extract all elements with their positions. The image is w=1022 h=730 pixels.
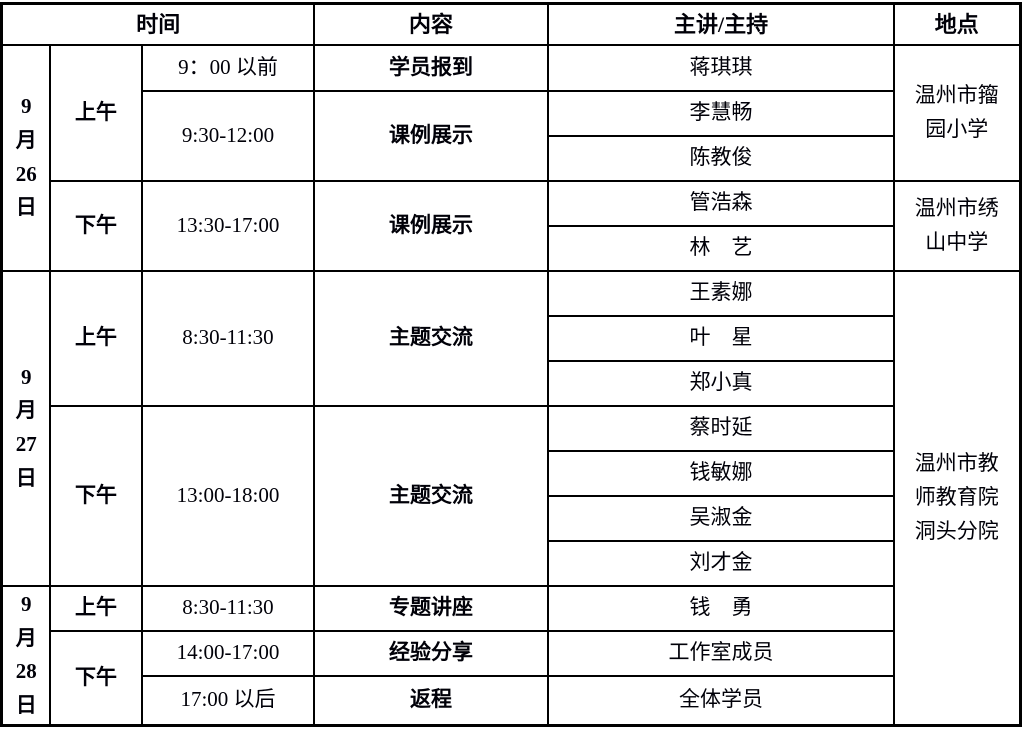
- table-row: 下午 13:30-17:00 课例展示 管浩森 温州市绣 山中学: [2, 179, 1022, 272]
- content-cell: 主题交流: [313, 404, 550, 587]
- period-cell: 下午: [48, 404, 143, 587]
- speaker-cell: 叶 星: [547, 314, 896, 362]
- table-row: 下午 13:00-18:00 主题交流 蔡时延: [2, 404, 1020, 587]
- date-cell: 9 月 28 日: [0, 584, 51, 727]
- table-row: 陈教俊: [2, 134, 1020, 182]
- table-row: 林 艺: [2, 224, 1020, 272]
- speaker-cell: 吴淑金: [547, 494, 896, 542]
- speaker-cell: 蒋琪琪: [547, 43, 896, 92]
- period-cell: 上午: [48, 584, 143, 632]
- table-row: 叶 星: [2, 314, 1020, 362]
- header-speaker: 主讲/主持: [547, 2, 896, 46]
- table-row: 郑小真: [2, 359, 1020, 407]
- content-cell: 专题讲座: [313, 584, 550, 632]
- time-cell: 9:30-12:00: [140, 89, 316, 182]
- period-cell: 上午: [48, 43, 143, 182]
- speaker-cell: 管浩森: [547, 179, 896, 227]
- table-row: 9 月 28 日 上午 8:30-11:30 专题讲座 钱 勇: [0, 584, 1020, 727]
- time-cell: 17:00 以后: [140, 674, 316, 727]
- header-content: 内容: [313, 2, 550, 46]
- time-cell: 13:30-17:00: [140, 179, 316, 272]
- speaker-cell: 工作室成员: [547, 629, 896, 677]
- speaker-cell: 刘才金: [547, 539, 896, 587]
- speaker-cell: 蔡时延: [547, 404, 896, 452]
- time-cell: 8:30-11:30: [140, 584, 316, 632]
- table-row: 下午 14:00-17:00 经验分享 工作室成员: [2, 629, 1020, 727]
- table-row: 钱敏娜: [2, 449, 1020, 497]
- location-cell: 温州市籀 园小学: [893, 43, 1022, 182]
- table-row: 刘才金: [2, 539, 1020, 587]
- table-row: 9:30-12:00 课例展示 李慧畅: [2, 89, 1020, 182]
- table-row: 9 月 26 日 上午 9：00 以前 学员报到 蒋琪琪 温州市籀 园小学: [0, 43, 1022, 272]
- speaker-cell: 李慧畅: [547, 89, 896, 137]
- speaker-cell: 陈教俊: [547, 134, 896, 182]
- time-cell: 8:30-11:30: [140, 269, 316, 407]
- speaker-cell: 林 艺: [547, 224, 896, 272]
- period-cell: 下午: [48, 179, 143, 272]
- speaker-cell: 王素娜: [547, 269, 896, 317]
- time-cell: 9：00 以前: [140, 43, 316, 92]
- speaker-cell: 郑小真: [547, 359, 896, 407]
- period-cell: 下午: [48, 629, 143, 727]
- table-row: 17:00 以后 返程 全体学员: [2, 674, 1020, 727]
- time-cell: 14:00-17:00: [140, 629, 316, 677]
- content-cell: 返程: [313, 674, 550, 727]
- content-cell: 经验分享: [313, 629, 550, 677]
- speaker-cell: 钱 勇: [547, 584, 896, 632]
- date-cell: 9 月 26 日: [0, 43, 51, 272]
- content-cell: 课例展示: [313, 179, 550, 272]
- date-cell: 9 月 27 日: [0, 269, 51, 587]
- content-cell: 学员报到: [313, 43, 550, 92]
- time-cell: 13:00-18:00: [140, 404, 316, 587]
- speaker-cell: 钱敏娜: [547, 449, 896, 497]
- table-row: 9 月 27 日 上午 8:30-11:30 主题交流 王素娜 温州市教 师教育…: [0, 269, 1022, 727]
- content-cell: 主题交流: [313, 269, 550, 407]
- table-row: 时间 内容 主讲/主持 地点: [0, 2, 1022, 46]
- header-time: 时间: [0, 2, 316, 46]
- speaker-cell: 全体学员: [547, 674, 896, 727]
- content-cell: 课例展示: [313, 89, 550, 182]
- location-cell: 温州市绣 山中学: [893, 179, 1022, 272]
- period-cell: 上午: [48, 269, 143, 407]
- location-cell: 温州市教 师教育院 洞头分院: [893, 269, 1022, 727]
- header-location: 地点: [893, 2, 1022, 46]
- table-row: 吴淑金: [2, 494, 1020, 542]
